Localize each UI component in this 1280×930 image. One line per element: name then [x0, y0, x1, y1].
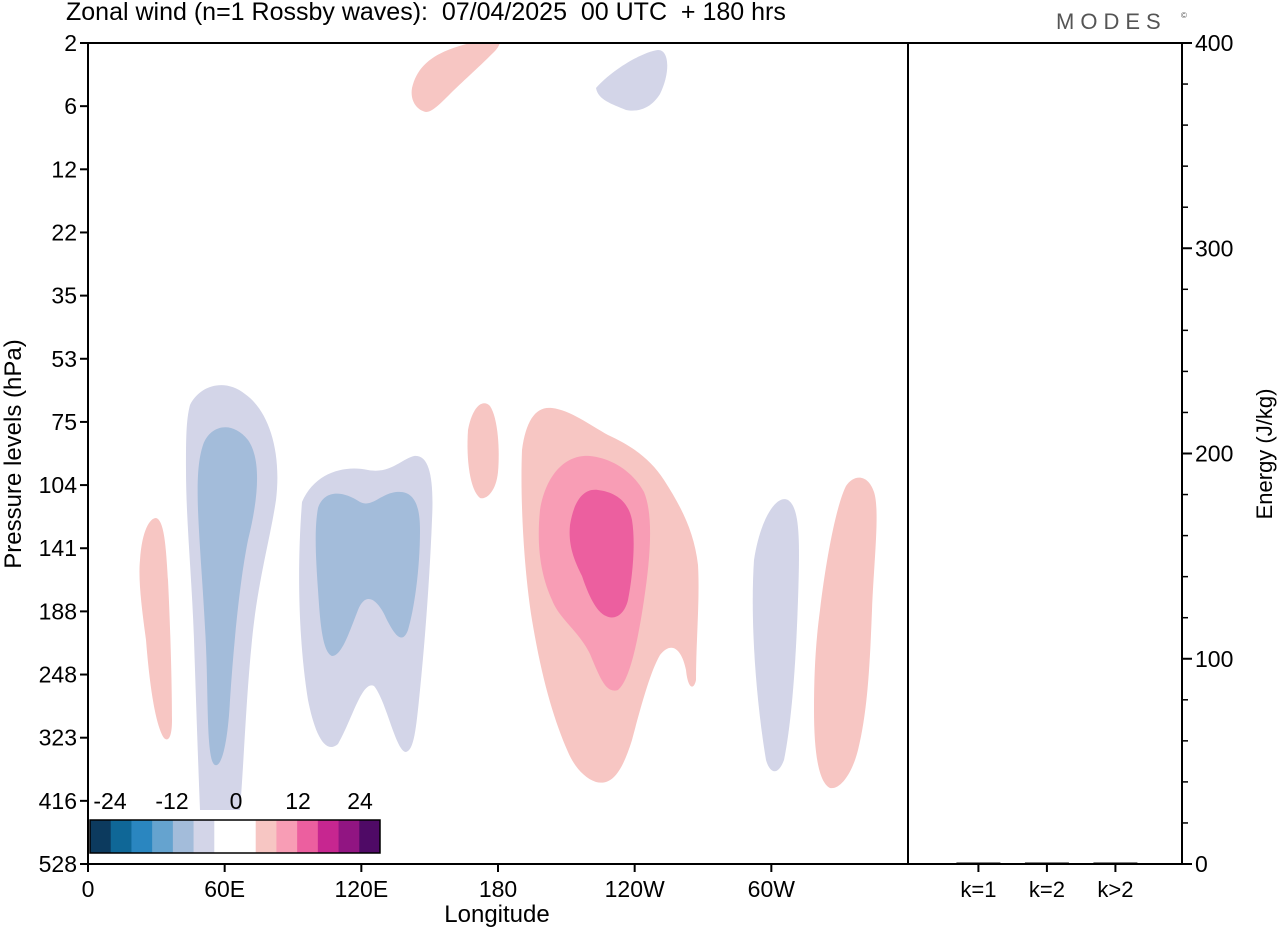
colorbar-swatch — [172, 820, 195, 853]
colorbar-tick-label: -24 — [93, 788, 126, 814]
y-tick-label: 188 — [39, 598, 77, 624]
x-tick-label: 180 — [479, 876, 517, 902]
y-tick-label: 248 — [39, 662, 77, 688]
x-tick-label: 120W — [605, 876, 665, 902]
energy-axis: 0 100 200 300 400 — [1182, 30, 1233, 877]
y-tick-label: 22 — [51, 219, 77, 245]
x-axis-label: Longitude — [444, 901, 549, 928]
pressure-axis: 2 6 12 22 35 53 75 104 141 188 248 323 416 528 — [39, 30, 88, 877]
colorbar — [89, 819, 381, 854]
y-tick-label: 75 — [51, 409, 77, 435]
colorbar-swatch — [235, 820, 257, 853]
x-tick-label: 60E — [204, 876, 245, 902]
contour-pos-30e — [139, 518, 172, 740]
y-tick-label: 416 — [39, 788, 77, 814]
colorbar-swatch — [152, 820, 174, 853]
energy-tick-label: 400 — [1195, 30, 1233, 56]
contour-pos-strat — [411, 43, 500, 112]
colorbar-swatch — [297, 820, 319, 853]
y-tick-label: 141 — [39, 535, 77, 561]
colorbar-swatch — [317, 820, 340, 853]
energy-bar — [1093, 862, 1138, 864]
colorbar-tick-label: 24 — [347, 788, 373, 814]
x-tick-label: 60W — [748, 876, 796, 902]
colorbar-swatch — [90, 820, 112, 853]
colorbar-swatch — [276, 820, 298, 853]
modes-logo: MODES — [1056, 9, 1167, 34]
y-tick-label: 104 — [39, 472, 78, 498]
y-tick-label: 12 — [51, 156, 77, 182]
colorbar-tick-label: 0 — [230, 788, 243, 814]
y-tick-label: 2 — [64, 30, 77, 56]
contour-field — [139, 43, 877, 810]
x-tick-label: 120E — [334, 876, 388, 902]
colorbar-swatch — [359, 820, 381, 853]
y-tick-label: 6 — [64, 93, 77, 119]
energy-tick-label: 100 — [1195, 646, 1233, 672]
energy-tick-label: 200 — [1195, 441, 1233, 467]
copyright-mark: © — [1181, 11, 1187, 20]
colorbar-swatch — [255, 820, 277, 853]
contour-pos-40w — [814, 477, 877, 789]
colorbar-swatch — [110, 820, 132, 853]
colorbar-swatch — [338, 820, 360, 853]
y-axis-label: Pressure levels (hPa) — [0, 339, 27, 568]
energy-category-label: k=1 — [960, 877, 996, 902]
contour-pos-175 — [467, 403, 499, 499]
y-tick-label: 35 — [51, 283, 77, 309]
energy-axis-label: Energy (J/kg) — [1252, 389, 1277, 520]
y-tick-label: 323 — [39, 725, 77, 751]
contour-pos-120w-inner — [569, 489, 634, 618]
energy-tick-label: 300 — [1195, 235, 1233, 261]
colorbar-labels: -24 -12 0 12 24 — [93, 788, 373, 814]
x-tick-label: 0 — [82, 876, 95, 902]
colorbar-swatch — [131, 820, 153, 853]
y-tick-label: 53 — [51, 346, 77, 372]
energy-tick-label: 0 — [1195, 851, 1208, 877]
colorbar-swatch — [214, 820, 236, 853]
contour-neg-120e-inner — [315, 491, 420, 656]
colorbar-tick-label: -12 — [155, 788, 188, 814]
contour-neg-strat — [596, 50, 668, 111]
energy-bars: k=1 k=2 k>2 — [956, 862, 1138, 902]
energy-category-label: k=2 — [1029, 877, 1065, 902]
energy-category-label: k>2 — [1097, 877, 1133, 902]
colorbar-frame — [89, 819, 381, 854]
energy-bar — [1024, 862, 1069, 864]
chart-title: Zonal wind (n=1 Rossby waves): 07/04/202… — [66, 0, 786, 26]
longitude-axis: 0 60E 120E 180 120W 60W — [82, 864, 796, 902]
energy-panel-frame — [907, 42, 1183, 865]
contour-neg-60w — [752, 499, 799, 772]
colorbar-tick-label: 12 — [285, 788, 311, 814]
y-tick-label: 528 — [39, 851, 77, 877]
energy-bar — [956, 862, 1001, 864]
colorbar-swatch — [193, 820, 215, 853]
contour-neg-60e-inner — [197, 427, 258, 766]
